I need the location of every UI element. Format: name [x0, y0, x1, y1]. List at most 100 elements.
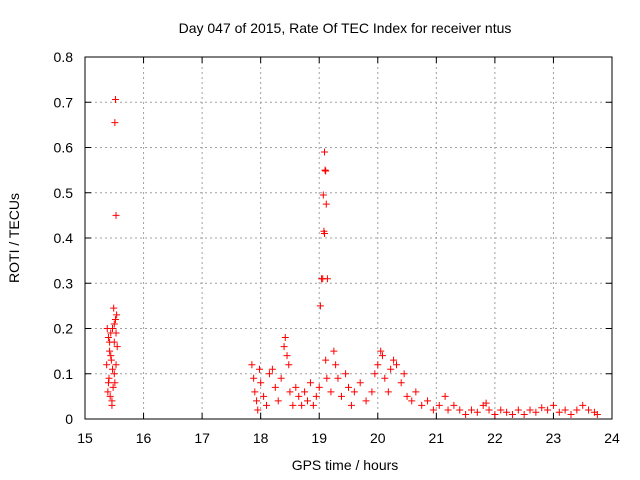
data-point: [330, 347, 338, 355]
data-point: [491, 410, 499, 418]
data-point: [337, 392, 345, 400]
data-point: [268, 365, 276, 373]
data-point: [567, 410, 575, 418]
data-point: [289, 401, 297, 409]
data-point: [371, 370, 379, 378]
y-tick-label: 0.6: [54, 140, 74, 156]
data-point: [503, 408, 511, 416]
data-point: [450, 401, 458, 409]
x-tick-label: 21: [429, 430, 445, 446]
data-point: [112, 361, 120, 369]
chart-title: Day 047 of 2015, Rate Of TEC Index for r…: [179, 20, 512, 36]
data-point: [104, 379, 112, 387]
data-point: [555, 408, 563, 416]
data-point: [251, 388, 259, 396]
data-point: [319, 191, 327, 199]
data-point: [390, 356, 398, 364]
data-point: [255, 365, 263, 373]
data-point: [444, 406, 452, 414]
data-point: [485, 406, 493, 414]
data-point: [301, 388, 309, 396]
data-point: [322, 200, 330, 208]
data-point: [104, 388, 112, 396]
data-point: [377, 347, 385, 355]
y-tick-label: 0.7: [54, 94, 74, 110]
data-point: [585, 406, 593, 414]
data-point: [462, 410, 470, 418]
data-point: [384, 388, 392, 396]
x-tick-label: 23: [546, 430, 562, 446]
x-tick-label: 18: [253, 430, 269, 446]
data-point: [105, 374, 113, 382]
y-tick-label: 0.8: [54, 49, 74, 65]
data-point: [108, 401, 116, 409]
data-point: [593, 410, 601, 418]
data-point: [110, 370, 118, 378]
data-point: [387, 365, 395, 373]
data-point: [412, 388, 420, 396]
x-tick-label: 17: [194, 430, 210, 446]
data-point: [280, 343, 288, 351]
data-point: [107, 356, 115, 364]
data-point: [104, 334, 112, 342]
data-point: [304, 397, 312, 405]
data-point: [321, 166, 329, 174]
data-point: [456, 406, 464, 414]
x-tick-label: 16: [136, 430, 152, 446]
data-point: [271, 383, 279, 391]
data-point: [257, 379, 265, 387]
data-point: [544, 406, 552, 414]
y-axis-label: ROTI / TECUs: [6, 193, 22, 283]
data-point: [298, 401, 306, 409]
data-point: [378, 352, 386, 360]
data-point: [106, 338, 114, 346]
data-point: [283, 352, 291, 360]
data-point: [316, 302, 324, 310]
y-tick-label: 0.4: [54, 230, 74, 246]
data-point: [111, 119, 119, 127]
data-point: [315, 383, 323, 391]
data-point: [107, 352, 115, 360]
x-axis-label: GPS time / hours: [292, 457, 399, 473]
y-tick-label: 0.3: [54, 275, 74, 291]
data-point: [320, 148, 328, 156]
data-point: [350, 388, 358, 396]
x-tick-label: 20: [370, 430, 386, 446]
x-tick-label: 15: [77, 430, 93, 446]
data-point: [429, 406, 437, 414]
data-point: [306, 379, 314, 387]
data-point: [113, 343, 121, 351]
data-point: [322, 356, 330, 364]
data-point: [309, 401, 317, 409]
data-point: [418, 401, 426, 409]
data-point: [327, 388, 335, 396]
axis-ticks: 15 16 17 18 19 20 21 22 23 24 0 0.1 0.2 0.3 0.4 0.5 0.6 0…: [54, 49, 620, 446]
data-point: [322, 167, 330, 175]
data-point: [286, 388, 294, 396]
data-point: [110, 304, 118, 312]
data-point: [109, 325, 117, 332]
y-tick-label: 0.5: [54, 185, 74, 201]
data-point: [111, 96, 119, 104]
data-point: [265, 370, 273, 378]
data-point: [248, 361, 256, 369]
data-point: [263, 401, 271, 409]
data-point: [111, 315, 119, 323]
data-point: [467, 406, 475, 414]
data-point: [292, 383, 300, 391]
data-point: [532, 408, 540, 416]
data-point: [362, 397, 370, 405]
data-point: [561, 406, 569, 414]
data-point: [281, 334, 289, 342]
data-point: [342, 370, 350, 378]
data-point: [473, 408, 481, 416]
data-point: [260, 392, 268, 400]
data-point: [112, 329, 120, 337]
data-point: [277, 374, 285, 382]
data-point: [320, 229, 328, 237]
data-point: [408, 397, 416, 405]
x-tick-label: 19: [311, 430, 327, 446]
data-point: [106, 392, 114, 400]
